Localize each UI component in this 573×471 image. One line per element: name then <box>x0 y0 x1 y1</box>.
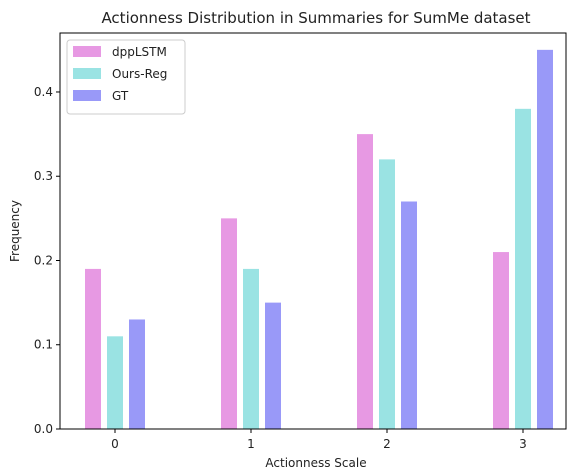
legend-label: Ours-Reg <box>112 67 167 81</box>
bars-group <box>85 49 553 430</box>
x-tick-label: 3 <box>519 437 527 451</box>
bar-ours-reg-0 <box>107 336 123 429</box>
x-tick-label: 0 <box>111 437 119 451</box>
bar-dpplstm-3 <box>493 252 509 429</box>
y-axis-label: Frequency <box>8 200 22 262</box>
chart-title: Actionness Distribution in Summaries for… <box>101 9 530 27</box>
plot-frame <box>59 32 567 430</box>
bar-dpplstm-1 <box>221 218 237 429</box>
x-axis-label: Actionness Scale <box>265 456 366 470</box>
bar-ours-reg-1 <box>243 268 259 429</box>
bar-gt-1 <box>265 302 281 429</box>
x-axis: 0 1 2 3 <box>111 429 527 451</box>
bar-dpplstm-0 <box>85 268 101 429</box>
y-tick-label: 0.2 <box>34 253 53 267</box>
y-tick-label: 0.3 <box>34 169 53 183</box>
bar-ours-reg-2 <box>379 159 395 429</box>
bar-dpplstm-2 <box>357 134 373 429</box>
bar-gt-0 <box>129 319 145 429</box>
x-tick-label: 2 <box>383 437 391 451</box>
legend-label: GT <box>112 89 129 103</box>
y-tick-label: 0.0 <box>34 422 53 436</box>
legend: dppLSTM Ours-Reg GT <box>66 39 186 115</box>
x-tick-label: 1 <box>247 437 255 451</box>
bar-gt-3 <box>537 49 553 429</box>
legend-swatch <box>73 90 101 101</box>
bar-gt-2 <box>401 201 417 429</box>
legend-swatch <box>73 68 101 79</box>
bar-ours-reg-3 <box>515 108 531 430</box>
y-tick-label: 0.1 <box>34 338 53 352</box>
legend-swatch <box>73 46 101 57</box>
legend-label: dppLSTM <box>112 45 167 59</box>
y-tick-label: 0.4 <box>34 85 53 99</box>
y-axis: 0.0 0.1 0.2 0.3 0.4 <box>34 85 60 436</box>
